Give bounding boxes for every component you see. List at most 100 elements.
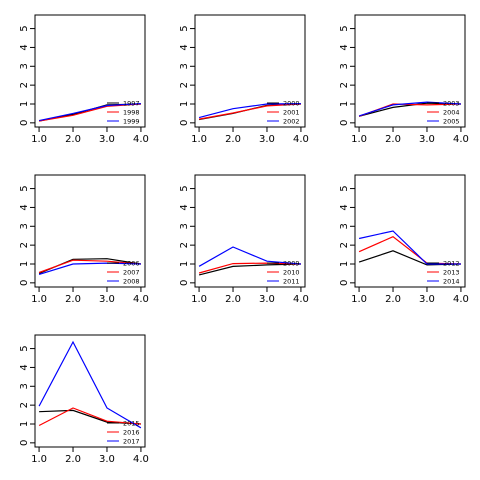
y-tick-label: 2 xyxy=(19,402,30,408)
x-tick-label: 2.0 xyxy=(65,294,81,305)
y-tick-label: 3 xyxy=(179,223,190,229)
x-tick-label: 4.0 xyxy=(453,134,469,145)
y-tick-label: 2 xyxy=(19,242,30,248)
x-tick-label: 2.0 xyxy=(225,294,241,305)
y-tick-label: 4 xyxy=(19,204,30,210)
y-tick-label: 4 xyxy=(339,44,350,50)
y-tick-label: 1 xyxy=(19,421,30,427)
x-tick-label: 4.0 xyxy=(453,294,469,305)
y-tick-label: 5 xyxy=(179,185,190,191)
legend-label-2014: 2014 xyxy=(443,277,460,285)
x-tick-label: 3.0 xyxy=(259,294,275,305)
plot-frame xyxy=(34,334,146,448)
y-tick-label: 2 xyxy=(339,82,350,88)
series-line-2016 xyxy=(38,407,141,427)
legend-label-2009: 2009 xyxy=(283,259,300,267)
y-tick-label: 5 xyxy=(339,185,350,191)
plot-frame xyxy=(34,14,146,128)
legend-label-1997: 1997 xyxy=(123,99,140,107)
series-line-2017 xyxy=(38,340,142,429)
series-line-2005 xyxy=(358,101,461,117)
x-tick-label: 1.0 xyxy=(351,294,367,305)
legend-label-2005: 2005 xyxy=(443,117,460,125)
y-tick-label: 5 xyxy=(19,185,30,191)
y-tick-label: 0 xyxy=(19,280,30,286)
y-tick-label: 4 xyxy=(339,204,350,210)
x-tick-label: 1.0 xyxy=(191,294,207,305)
x-tick-label: 2.0 xyxy=(65,134,81,145)
x-tick-label: 1.0 xyxy=(31,134,47,145)
x-tick-label: 3.0 xyxy=(419,134,435,145)
y-tick-label: 3 xyxy=(19,63,30,69)
y-tick-label: 1 xyxy=(19,261,30,267)
x-tick-label: 3.0 xyxy=(99,454,115,465)
legend-label-2003: 2003 xyxy=(443,99,460,107)
y-tick-label: 0 xyxy=(339,280,350,286)
plot-frame xyxy=(354,174,466,288)
legend-label-1999: 1999 xyxy=(123,117,140,125)
legend-label-2013: 2013 xyxy=(443,268,460,276)
legend-label-2007: 2007 xyxy=(123,268,140,276)
series-line-2009 xyxy=(198,263,301,276)
x-tick-label: 2.0 xyxy=(385,134,401,145)
y-tick-label: 5 xyxy=(19,25,30,31)
plot-frame xyxy=(354,14,466,128)
y-tick-label: 1 xyxy=(179,261,190,267)
legend-label-2004: 2004 xyxy=(443,108,460,116)
y-tick-label: 0 xyxy=(179,120,190,126)
y-tick-label: 0 xyxy=(179,280,190,286)
y-tick-label: 5 xyxy=(179,25,190,31)
y-tick-label: 3 xyxy=(179,63,190,69)
x-tick-label: 1.0 xyxy=(31,454,47,465)
legend-label-2012: 2012 xyxy=(443,259,460,267)
y-tick-label: 3 xyxy=(339,223,350,229)
x-tick-label: 4.0 xyxy=(133,294,149,305)
y-tick-label: 4 xyxy=(179,204,190,210)
y-tick-label: 0 xyxy=(339,120,350,126)
series-line-2002 xyxy=(198,103,301,119)
legend-label-2000: 2000 xyxy=(283,99,300,107)
x-tick-label: 3.0 xyxy=(419,294,435,305)
x-tick-label: 1.0 xyxy=(191,134,207,145)
y-tick-label: 1 xyxy=(179,101,190,107)
x-tick-label: 2.0 xyxy=(65,454,81,465)
y-tick-label: 4 xyxy=(179,44,190,50)
legend-label-1998: 1998 xyxy=(123,108,140,116)
legend-label-2016: 2016 xyxy=(123,428,140,436)
legend-label-2001: 2001 xyxy=(283,108,300,116)
x-tick-label: 4.0 xyxy=(133,454,149,465)
series-line-2011 xyxy=(198,246,301,267)
x-tick-label: 1.0 xyxy=(351,134,367,145)
y-tick-label: 1 xyxy=(339,101,350,107)
y-tick-label: 3 xyxy=(339,63,350,69)
series-line-2001 xyxy=(198,103,301,120)
y-tick-label: 0 xyxy=(19,120,30,126)
x-tick-label: 3.0 xyxy=(259,134,275,145)
y-tick-label: 4 xyxy=(19,364,30,370)
series-line-2008 xyxy=(38,262,141,275)
y-tick-label: 0 xyxy=(19,440,30,446)
legend-label-2010: 2010 xyxy=(283,268,300,276)
x-tick-label: 4.0 xyxy=(293,134,309,145)
x-tick-label: 2.0 xyxy=(225,134,241,145)
y-tick-label: 3 xyxy=(19,223,30,229)
x-tick-label: 3.0 xyxy=(99,294,115,305)
legend-label-2002: 2002 xyxy=(283,117,300,125)
plot-frame xyxy=(194,174,306,288)
y-tick-label: 2 xyxy=(19,82,30,88)
y-tick-label: 5 xyxy=(339,25,350,31)
y-tick-label: 4 xyxy=(19,44,30,50)
y-tick-label: 1 xyxy=(339,261,350,267)
plot-frame xyxy=(194,14,306,128)
legend-label-2017: 2017 xyxy=(123,437,140,445)
legend-label-2006: 2006 xyxy=(123,259,140,267)
series-line-2014 xyxy=(358,230,461,265)
y-tick-label: 5 xyxy=(19,345,30,351)
